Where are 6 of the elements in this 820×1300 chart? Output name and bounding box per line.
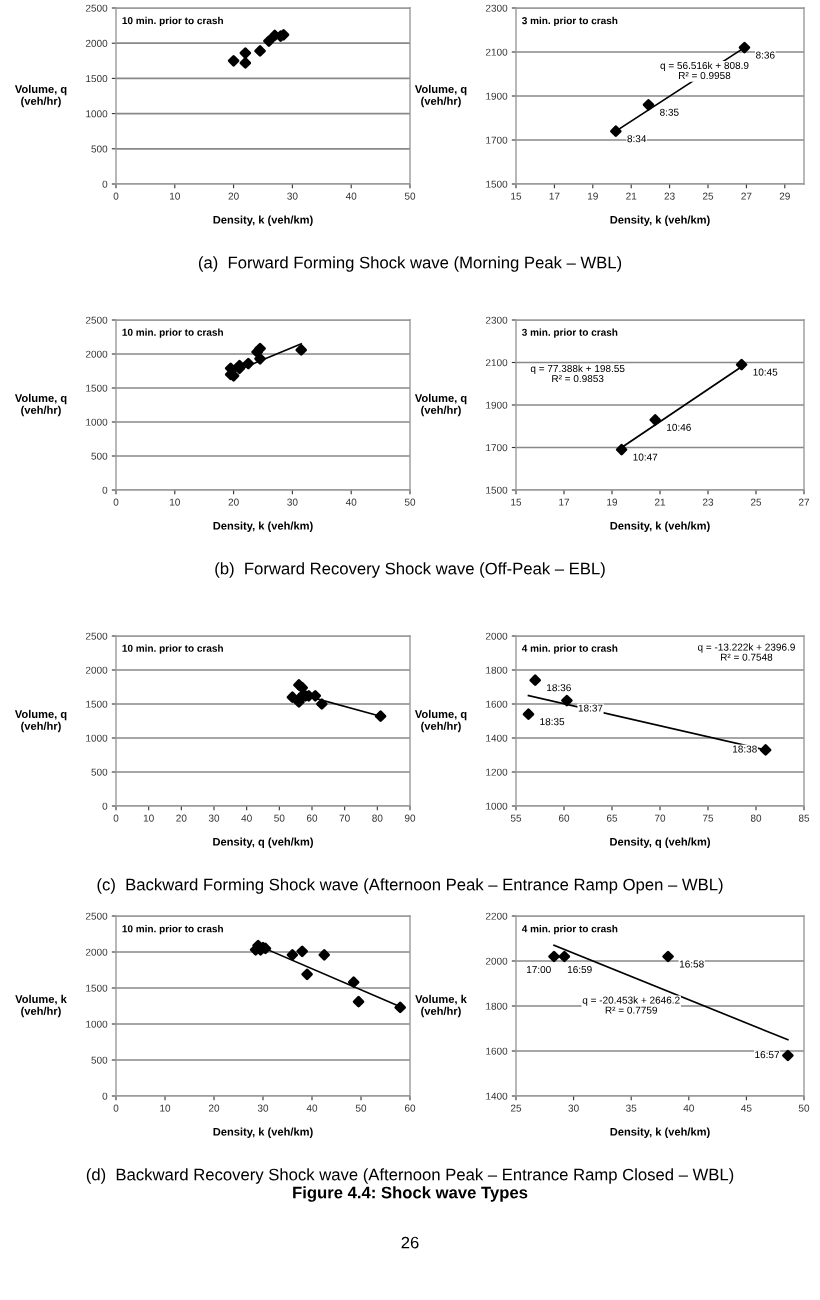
text: (b) Forward Recovery Shock wave (Off-Peak – EBL) xyxy=(215,562,605,578)
text: (c) Backward Forming Shock wave (Afternoon Peak – Entrance Ramp Open – WBL) xyxy=(97,878,723,894)
text: 26 xyxy=(401,1236,419,1249)
caption: Figure 4.4: Shock wave Types xyxy=(293,1186,528,1202)
text: (d) Backward Recovery Shock wave (Afternoon Peak – Entrance Ramp Closed – WBL) xyxy=(86,1168,734,1184)
text: (a) Forward Forming Shock wave (Morning Peak – WBL) xyxy=(198,256,622,272)
